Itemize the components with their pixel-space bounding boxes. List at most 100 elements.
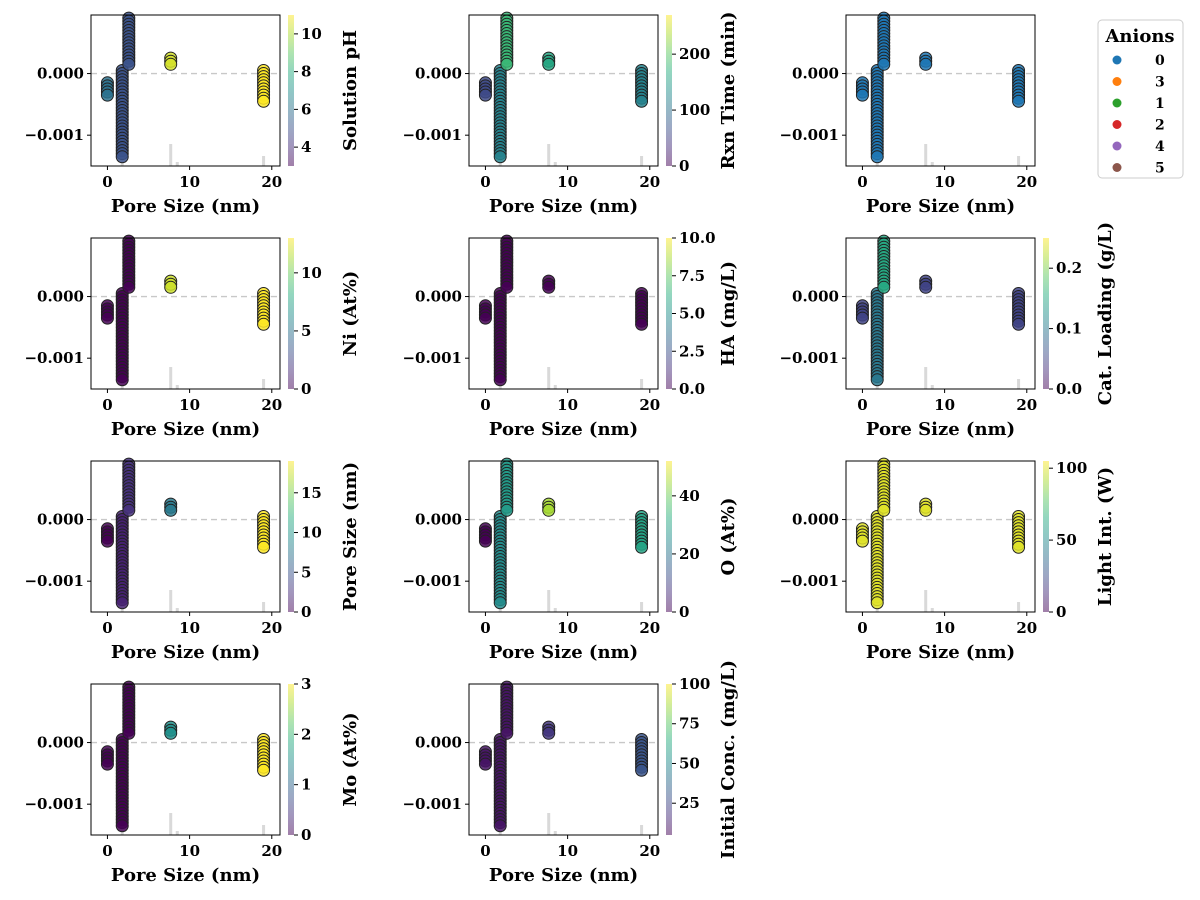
panel-2: 0 10 20 0.000 −0.001 Pore Size (nm) 0 100 200 Rxn…: [402, 11, 739, 217]
x-tick-label: 0: [480, 842, 490, 860]
colorbar-tick-label: 0.1: [1056, 320, 1082, 338]
histogram-bars: [498, 590, 644, 612]
colorbar-gradient: [288, 238, 294, 389]
x-tick-label: 10: [557, 173, 578, 191]
colorbar-tick-label: 10: [301, 25, 322, 43]
axes-frame: [468, 14, 659, 167]
colorbar-tick-label: 2: [301, 725, 311, 743]
x-tick-label: 0: [102, 619, 112, 637]
colorbar-tick-label: 5: [301, 322, 311, 340]
data-point: [1012, 94, 1026, 108]
colorbar-tick-label: 20: [679, 545, 700, 563]
legend-marker: [1112, 120, 1122, 129]
y-tick-label: 0.000: [37, 65, 84, 83]
data-points: [478, 11, 649, 164]
x-tick-label: 20: [261, 396, 282, 414]
data-point: [257, 94, 271, 108]
x-tick-label: 0: [480, 173, 490, 191]
colorbar-label: O (At%): [718, 497, 739, 575]
histogram-bar: [498, 832, 502, 835]
data-point: [870, 373, 884, 387]
data-point: [877, 57, 891, 71]
colorbar: 0 50 100 Light Int. (W): [1043, 459, 1116, 621]
y-tick-label: −0.001: [779, 572, 839, 590]
colorbar-label: Pore Size (nm): [340, 462, 361, 611]
data-point: [122, 280, 136, 294]
x-axis-label: Pore Size (nm): [866, 419, 1015, 440]
data-point: [122, 726, 136, 740]
histogram-bar: [553, 608, 557, 612]
legend-marker: [1112, 55, 1122, 65]
y-tick-label: 0.000: [792, 288, 839, 306]
data-point: [115, 819, 129, 833]
colorbar-tick-label: 1: [301, 776, 311, 794]
y-tick-label: −0.001: [24, 349, 84, 367]
colorbar-tick-label: 2.5: [679, 342, 705, 360]
x-tick-label: 10: [179, 842, 200, 860]
colorbar-tick-label: 7.5: [679, 267, 705, 285]
x-tick-label: 20: [639, 396, 660, 414]
histogram-bar: [262, 602, 266, 612]
data-point: [500, 280, 514, 294]
histogram-bar: [120, 832, 124, 835]
data-points: [100, 457, 271, 610]
colorbar-label: HA (mg/L): [718, 261, 739, 366]
data-point: [500, 57, 514, 71]
colorbar-tick-label: 100: [679, 101, 710, 119]
panel-1: 0 10 20 0.000 −0.001 Pore Size (nm) 4 6 8 10 Solut…: [24, 11, 361, 217]
x-tick-label: 10: [557, 619, 578, 637]
histogram-bar: [169, 144, 173, 166]
x-tick-label: 10: [934, 619, 955, 637]
histogram-bars: [875, 367, 1021, 389]
colorbar-tick-label: 6: [301, 100, 311, 118]
colorbar-tick-label: 75: [679, 715, 700, 733]
y-tick-label: 0.000: [37, 734, 84, 752]
data-point: [115, 373, 129, 387]
y-tick-label: −0.001: [402, 572, 462, 590]
data-point: [257, 540, 271, 554]
colorbar-label: Solution pH: [340, 30, 361, 151]
histogram-bars: [120, 144, 266, 166]
data-point: [493, 373, 507, 387]
x-tick-label: 20: [639, 842, 660, 860]
colorbar: 25 50 75 100 Initial Conc. (mg/L): [666, 660, 739, 859]
histogram-bar: [120, 163, 124, 166]
data-points: [100, 234, 271, 387]
colorbar-tick-label: 25: [679, 794, 700, 812]
colorbar-gradient: [288, 15, 294, 166]
data-point: [115, 596, 129, 610]
histogram-bars: [120, 367, 266, 389]
data-point: [919, 503, 933, 517]
x-tick-label: 20: [1016, 173, 1037, 191]
x-axis-label: Pore Size (nm): [111, 419, 260, 440]
histogram-bar: [547, 367, 551, 389]
histogram-bar: [498, 163, 502, 166]
axes-frame: [468, 237, 659, 390]
colorbar-tick-label: 5.0: [679, 305, 705, 323]
data-point: [478, 311, 492, 325]
x-tick-label: 0: [857, 396, 867, 414]
data-point: [542, 503, 556, 517]
y-tick-label: −0.001: [24, 126, 84, 144]
data-point: [100, 534, 114, 548]
legend-label: 1: [1155, 96, 1165, 112]
data-point: [1012, 540, 1026, 554]
y-tick-label: −0.001: [779, 349, 839, 367]
x-tick-label: 10: [557, 842, 578, 860]
panel-8: 0 10 20 0.000 −0.001 Pore Size (nm) 0 20 40 O (At…: [402, 457, 739, 663]
colorbar-gradient: [666, 238, 672, 389]
x-axis-label: Pore Size (nm): [111, 865, 260, 886]
data-point: [870, 596, 884, 610]
colorbar-label: Light Int. (W): [1095, 467, 1116, 606]
data-point: [919, 57, 933, 71]
y-tick-label: −0.001: [402, 126, 462, 144]
y-tick-label: −0.001: [402, 795, 462, 813]
data-point: [164, 280, 178, 294]
legend-label: 0: [1155, 53, 1165, 69]
colorbar-label: Mo (At%): [340, 712, 361, 806]
colorbar-tick-label: 100: [679, 675, 710, 693]
data-point: [542, 280, 556, 294]
data-point: [542, 726, 556, 740]
